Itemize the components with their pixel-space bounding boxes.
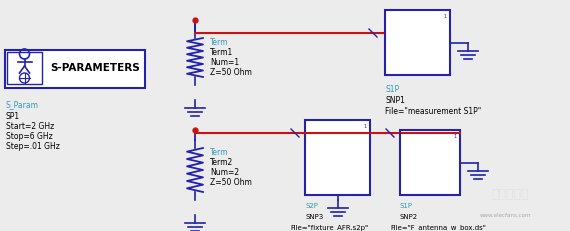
Text: SNP2: SNP2	[400, 214, 418, 220]
Text: Term: Term	[210, 38, 229, 47]
Text: Num=2: Num=2	[210, 168, 239, 177]
Text: Term2: Term2	[210, 158, 233, 167]
Bar	[7, 52, 42, 84]
Text: Term1: Term1	[210, 48, 233, 57]
Text: Z=50 Ohm: Z=50 Ohm	[210, 68, 252, 77]
Text: Num=1: Num=1	[210, 58, 239, 67]
Text: S_Param: S_Param	[6, 100, 39, 109]
Text: 1: 1	[364, 124, 367, 129]
Bar	[5, 50, 145, 88]
Text: Term: Term	[210, 148, 229, 157]
Bar	[305, 120, 370, 195]
Text: S2P: S2P	[305, 203, 318, 209]
Text: SNP1: SNP1	[385, 96, 405, 105]
Text: 1: 1	[454, 134, 457, 139]
Text: S1P: S1P	[400, 203, 413, 209]
Text: S1P: S1P	[385, 85, 399, 94]
Text: Step=.01 GHz: Step=.01 GHz	[6, 142, 60, 151]
Text: Start=2 GHz: Start=2 GHz	[6, 122, 54, 131]
Text: S-PARAMETERS: S-PARAMETERS	[50, 63, 140, 73]
Bar	[385, 10, 450, 75]
Text: File="measurement S1P": File="measurement S1P"	[385, 107, 481, 116]
Text: File="F_antenna_w_box.ds": File="F_antenna_w_box.ds"	[390, 224, 486, 231]
Text: 1: 1	[444, 14, 447, 19]
Text: 电子发烧友: 电子发烧友	[491, 188, 529, 201]
Text: SP1: SP1	[6, 112, 20, 121]
Bar	[400, 130, 460, 195]
Text: Z=50 Ohm: Z=50 Ohm	[210, 178, 252, 187]
Text: SNP3: SNP3	[305, 214, 323, 220]
Text: Stop=6 GHz: Stop=6 GHz	[6, 132, 53, 141]
Text: File="fixture_AFR.s2p": File="fixture_AFR.s2p"	[290, 224, 368, 231]
Text: www.elecfans.com: www.elecfans.com	[480, 213, 531, 218]
